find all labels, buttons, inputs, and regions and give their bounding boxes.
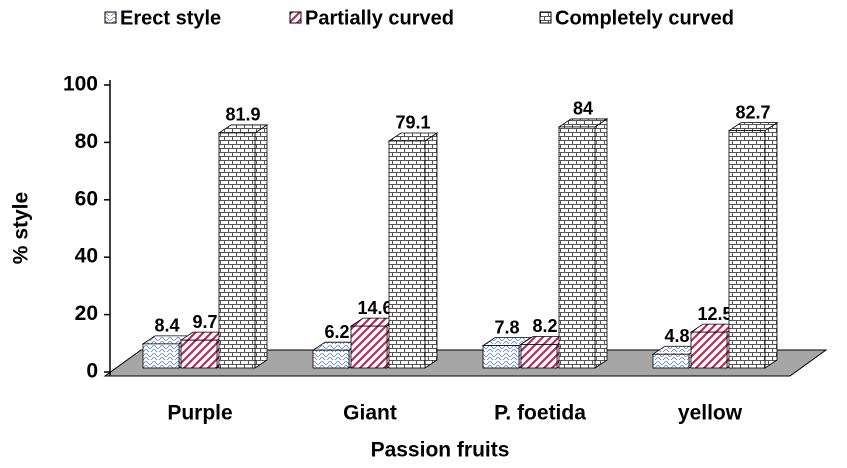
bar-side — [424, 132, 438, 369]
y-tick-label: 100 — [63, 73, 98, 96]
data-label: 9.7 — [192, 312, 217, 332]
y-axis-label: % style — [10, 192, 33, 264]
legend-swatch — [539, 11, 552, 24]
legend-label: Erect style — [120, 7, 221, 29]
bar — [312, 349, 350, 369]
bar — [388, 140, 426, 369]
bar — [728, 130, 766, 369]
data-label: 82.7 — [735, 102, 770, 122]
bar — [520, 344, 558, 369]
bar — [180, 339, 218, 369]
data-label: 79.1 — [395, 113, 430, 133]
x-tick-label: Giant — [343, 402, 397, 425]
bar — [690, 331, 728, 369]
bar-side — [254, 124, 268, 369]
legend-label: Completely curved — [555, 7, 734, 29]
bar-side — [594, 118, 608, 369]
data-label: 6.2 — [324, 322, 349, 342]
data-label: 81.9 — [225, 105, 260, 125]
y-tick-label: 0 — [86, 360, 98, 383]
y-tick-label: 80 — [75, 130, 98, 153]
legend-label: Partially curved — [305, 7, 454, 29]
y-tick-label: 20 — [75, 302, 98, 325]
legend-swatch — [289, 11, 302, 24]
x-axis-label: Passion fruits — [371, 439, 510, 462]
bar — [482, 345, 520, 369]
data-label: 4.8 — [664, 326, 689, 346]
data-label: 84 — [573, 99, 593, 119]
floor — [103, 349, 828, 377]
bar-side — [764, 121, 778, 369]
y-tick-label: 60 — [75, 187, 98, 210]
y-tick-label: 40 — [75, 245, 98, 268]
x-tick-label: Purple — [167, 402, 232, 425]
bar — [652, 353, 690, 369]
data-label: 7.8 — [494, 317, 519, 337]
bar — [350, 325, 388, 369]
data-label: 14.6 — [357, 298, 392, 318]
data-label: 8.2 — [532, 316, 557, 336]
data-label: 8.4 — [154, 316, 179, 336]
legend-swatch — [104, 11, 117, 24]
bar — [558, 126, 596, 369]
x-tick-label: P. foetida — [494, 402, 586, 425]
x-tick-label: yellow — [678, 402, 743, 425]
bar — [218, 132, 256, 369]
bar — [142, 343, 180, 369]
data-label: 12.5 — [697, 304, 732, 324]
